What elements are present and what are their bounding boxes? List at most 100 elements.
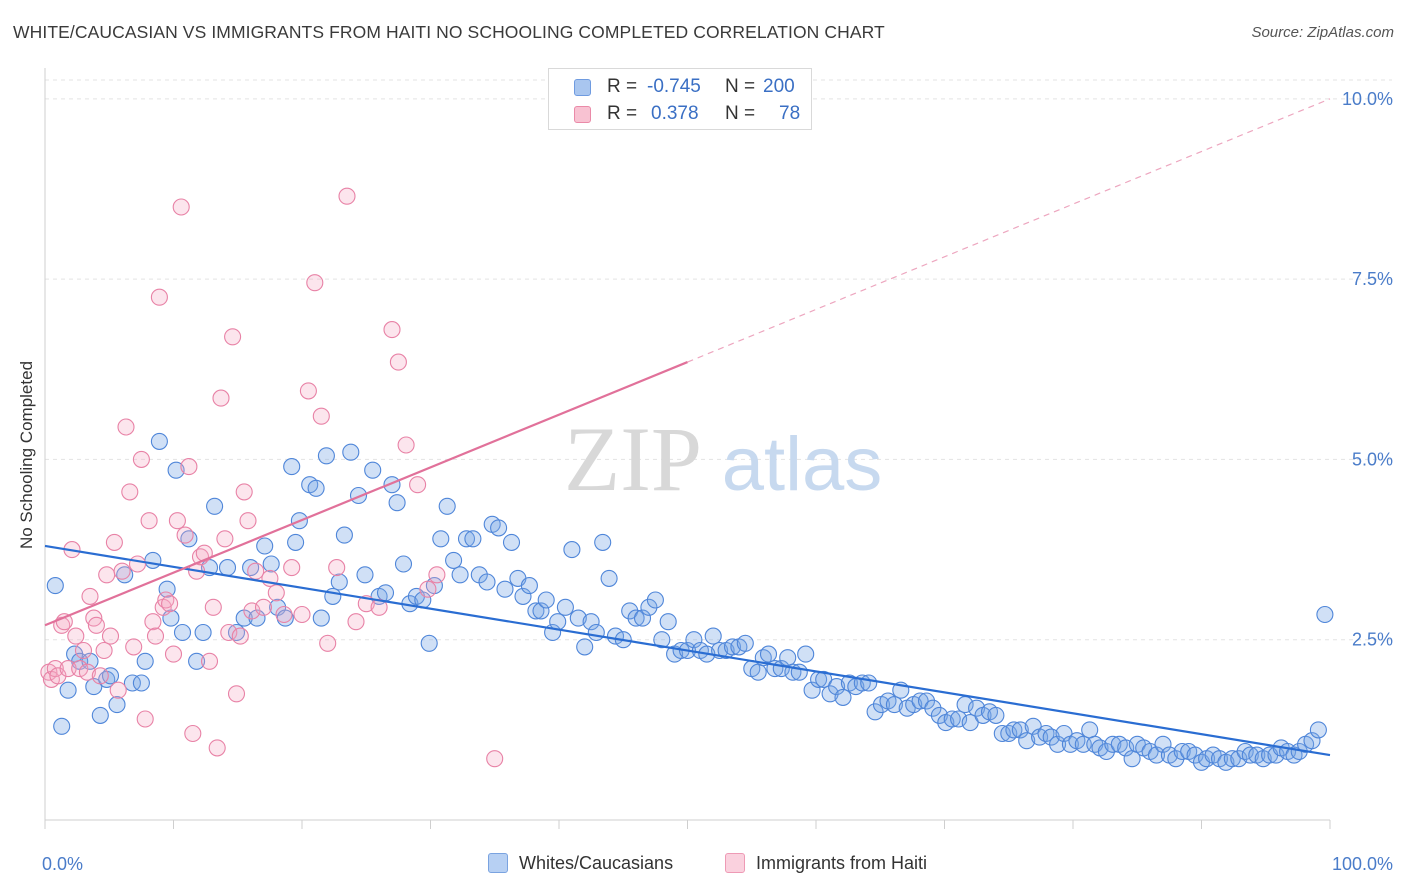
point-whites [1147, 746, 1166, 764]
trend-lines [44, 98, 1331, 757]
point-haiti [275, 605, 293, 624]
point-haiti [267, 584, 285, 602]
point-whites [569, 609, 587, 627]
point-whites [1049, 735, 1067, 753]
point-whites [514, 587, 532, 605]
stats-n-value: 78 [779, 103, 801, 124]
stats-r-label: R = [607, 103, 638, 124]
point-whites [46, 577, 64, 595]
point-whites [527, 602, 545, 620]
point-whites [158, 580, 176, 598]
point-whites [621, 602, 639, 620]
point-whites [150, 432, 168, 450]
point-whites [53, 717, 71, 735]
point-whites [1018, 732, 1036, 750]
point-haiti [208, 739, 226, 757]
point-haiti [204, 598, 222, 616]
point-whites [136, 652, 154, 670]
point-haiti [109, 681, 127, 699]
point-whites [659, 613, 677, 631]
stats-swatch-whites [574, 79, 591, 96]
point-haiti [132, 450, 150, 468]
stats-n-value: 200 [763, 76, 795, 97]
point-haiti [227, 685, 246, 703]
point-whites [633, 609, 652, 627]
point-whites [520, 577, 538, 595]
point-whites [736, 634, 754, 652]
point-whites [803, 681, 821, 699]
point-whites [556, 598, 574, 616]
point-whites [1042, 728, 1060, 746]
axes [44, 68, 1331, 829]
point-haiti [95, 641, 113, 660]
point-whites [1011, 721, 1029, 739]
point-whites [1081, 721, 1099, 739]
point-whites [968, 699, 986, 717]
point-whites [723, 638, 742, 656]
stats-row-whites: R = -0.745 N = 200 [549, 74, 813, 100]
point-whites [821, 685, 839, 703]
point-haiti [67, 627, 85, 645]
point-haiti [136, 710, 154, 728]
point-whites [101, 667, 120, 685]
point-haiti [428, 566, 446, 584]
point-haiti [312, 407, 330, 425]
point-whites [283, 458, 301, 476]
point-whites [549, 613, 567, 631]
trend-line-haiti [44, 361, 688, 627]
point-whites [1316, 605, 1334, 624]
point-whites [653, 631, 671, 649]
stats-n-label: N = [725, 76, 756, 97]
point-whites [1005, 721, 1023, 739]
point-haiti [319, 634, 337, 652]
point-whites [256, 537, 274, 555]
y-tick-label: 2.5% [1352, 630, 1393, 650]
point-whites [961, 714, 979, 732]
point-whites [445, 551, 463, 569]
point-haiti [247, 562, 265, 580]
point-haiti [224, 328, 242, 346]
point-haiti [140, 512, 158, 530]
point-whites [704, 627, 722, 645]
legend-swatch-haiti [725, 853, 745, 873]
stats-swatch-haiti [574, 106, 591, 123]
point-whites [1104, 735, 1122, 753]
point-haiti [231, 627, 249, 645]
point-whites [478, 573, 496, 591]
point-whites [587, 623, 605, 642]
point-whites [502, 533, 521, 551]
point-whites [364, 461, 382, 479]
point-haiti [184, 724, 202, 743]
point-whites [537, 591, 555, 609]
point-haiti [59, 660, 77, 678]
point-whites [335, 526, 353, 544]
trend-line-haiti-extension [687, 98, 1331, 363]
trend-line-whites [44, 544, 1331, 757]
legend-label-whites: Whites/Caucasians [519, 853, 674, 873]
point-haiti [389, 353, 407, 371]
point-whites [1173, 742, 1191, 761]
point-haiti [87, 616, 105, 634]
point-whites [685, 631, 703, 649]
point-whites [173, 623, 192, 642]
point-haiti [299, 382, 317, 400]
point-whites [388, 494, 406, 512]
point-whites [1055, 724, 1073, 743]
point-whites [457, 530, 476, 548]
point-whites [885, 696, 903, 714]
point-whites [797, 645, 815, 663]
point-whites [167, 461, 185, 479]
point-whites [451, 566, 469, 584]
y-tick-label: 10.0% [1342, 89, 1393, 109]
point-whites [987, 706, 1005, 724]
stats-row-haiti: R = 0.378 N = 78 [549, 101, 813, 127]
point-haiti [81, 587, 99, 605]
point-haiti [128, 555, 147, 573]
point-haiti [397, 436, 415, 454]
point-haiti [347, 613, 365, 631]
point-haiti [306, 274, 324, 292]
point-whites [1241, 746, 1259, 764]
legend-label-haiti: Immigrants from Haiti [756, 853, 928, 873]
y-tick-label: 7.5% [1352, 269, 1393, 289]
